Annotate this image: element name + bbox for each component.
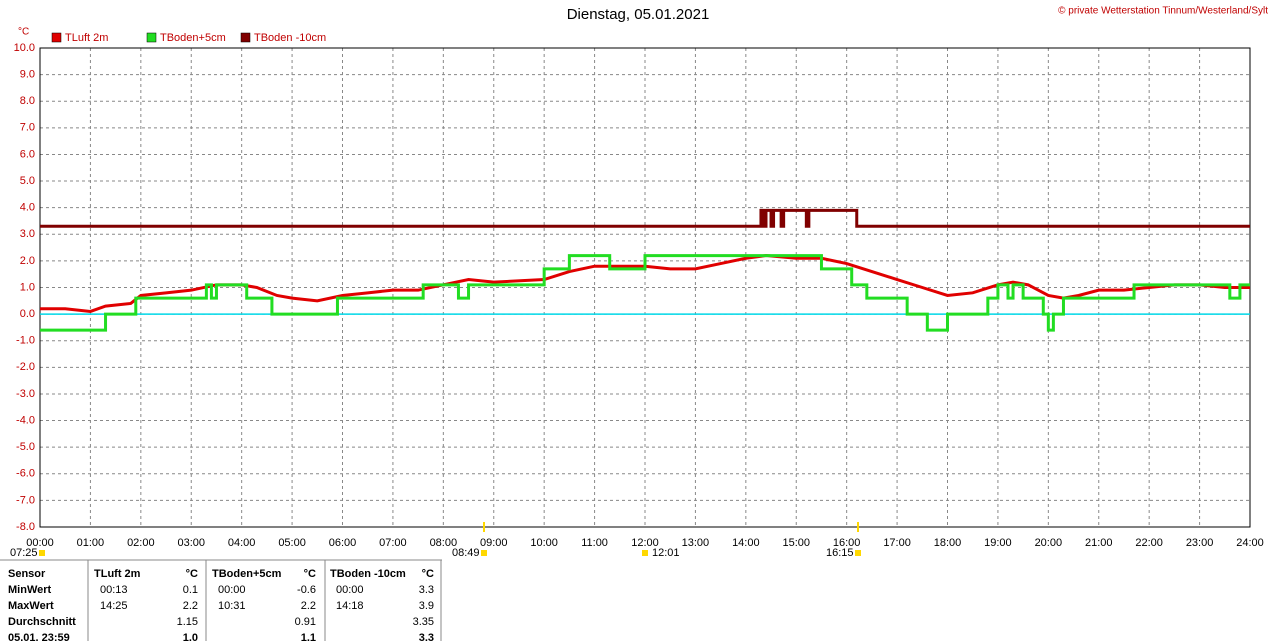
time-annotation: 12:01 bbox=[652, 547, 680, 559]
y-tick-label: -7.0 bbox=[16, 494, 35, 506]
y-tick-label: 6.0 bbox=[20, 148, 35, 160]
table-header: TLuft 2m bbox=[94, 568, 141, 580]
table-header: °C bbox=[186, 568, 198, 580]
x-tick-label: 00:00 bbox=[26, 537, 54, 549]
y-tick-label: 8.0 bbox=[20, 95, 35, 107]
x-tick-label: 15:00 bbox=[782, 537, 810, 549]
table-cell: 1.0 bbox=[183, 632, 198, 641]
legend-swatch bbox=[146, 32, 157, 43]
x-tick-label: 10:00 bbox=[530, 537, 558, 549]
table-cell: 0.91 bbox=[295, 616, 316, 628]
y-tick-label: -1.0 bbox=[16, 335, 35, 347]
table-cell: 00:00 bbox=[218, 584, 246, 596]
y-tick-label: 5.0 bbox=[20, 175, 35, 187]
y-tick-label: -3.0 bbox=[16, 388, 35, 400]
y-tick-label: 4.0 bbox=[20, 202, 35, 214]
y-unit: °C bbox=[18, 27, 29, 38]
x-tick-label: 14:00 bbox=[732, 537, 760, 549]
y-tick-label: 3.0 bbox=[20, 228, 35, 240]
y-tick-label: -8.0 bbox=[16, 521, 35, 533]
table-cell: 00:13 bbox=[100, 584, 128, 596]
y-tick-label: 9.0 bbox=[20, 69, 35, 81]
x-tick-label: 19:00 bbox=[984, 537, 1012, 549]
x-tick-label: 22:00 bbox=[1135, 537, 1163, 549]
y-tick-label: 7.0 bbox=[20, 122, 35, 134]
table-cell: 14:25 bbox=[100, 600, 128, 612]
x-tick-label: 02:00 bbox=[127, 537, 155, 549]
x-tick-label: 24:00 bbox=[1236, 537, 1264, 549]
y-tick-label: -4.0 bbox=[16, 414, 35, 426]
x-tick-label: 07:00 bbox=[379, 537, 407, 549]
series-line bbox=[40, 208, 1250, 228]
table-cell: 0.1 bbox=[183, 584, 198, 596]
x-tick-label: 21:00 bbox=[1085, 537, 1113, 549]
x-tick-label: 12:00 bbox=[631, 537, 659, 549]
x-tick-label: 18:00 bbox=[934, 537, 962, 549]
x-tick-label: 20:00 bbox=[1035, 537, 1063, 549]
x-tick-label: 04:00 bbox=[228, 537, 256, 549]
table-cell: MinWert bbox=[8, 584, 52, 596]
annotation-marker bbox=[642, 550, 648, 556]
y-tick-label: 10.0 bbox=[14, 42, 35, 54]
legend-swatch bbox=[51, 32, 62, 43]
table-cell: 05.01. 23:59 bbox=[8, 632, 70, 641]
y-tick-label: 0.0 bbox=[20, 308, 35, 320]
table-cell: 3.9 bbox=[419, 600, 434, 612]
x-tick-label: 08:00 bbox=[430, 537, 458, 549]
legend-label: TLuft 2m bbox=[65, 32, 108, 44]
table-cell: 10:31 bbox=[218, 600, 246, 612]
annotation-marker bbox=[39, 550, 45, 556]
table-header: Sensor bbox=[8, 568, 46, 580]
x-tick-label: 13:00 bbox=[682, 537, 710, 549]
x-tick-label: 01:00 bbox=[77, 537, 105, 549]
table-cell: Durchschnitt bbox=[8, 616, 76, 628]
legend-swatch bbox=[240, 32, 251, 43]
x-tick-label: 09:00 bbox=[480, 537, 508, 549]
table-header: °C bbox=[304, 568, 316, 580]
table-header: TBoden+5cm bbox=[212, 568, 282, 580]
x-tick-label: 16:00 bbox=[833, 537, 861, 549]
y-tick-label: -2.0 bbox=[16, 361, 35, 373]
x-tick-label: 06:00 bbox=[329, 537, 357, 549]
x-tick-label: 11:00 bbox=[581, 537, 608, 549]
y-tick-label: -5.0 bbox=[16, 441, 35, 453]
table-cell: 3.3 bbox=[419, 584, 434, 596]
x-tick-label: 05:00 bbox=[278, 537, 306, 549]
table-cell: 2.2 bbox=[183, 600, 198, 612]
time-annotation: 07:25 bbox=[10, 547, 38, 559]
annotation-marker bbox=[481, 550, 487, 556]
table-cell: MaxWert bbox=[8, 600, 54, 612]
series-line bbox=[40, 254, 1250, 332]
table-cell: 3.3 bbox=[419, 632, 434, 641]
x-tick-label: 03:00 bbox=[177, 537, 205, 549]
legend-label: TBoden -10cm bbox=[254, 32, 326, 44]
table-header: °C bbox=[422, 568, 434, 580]
legend-label: TBoden+5cm bbox=[160, 32, 226, 44]
y-tick-label: 1.0 bbox=[20, 281, 35, 293]
y-tick-label: 2.0 bbox=[20, 255, 35, 267]
table-cell: 00:00 bbox=[336, 584, 364, 596]
x-tick-label: 17:00 bbox=[883, 537, 911, 549]
copyright: © private Wetterstation Tinnum/Westerlan… bbox=[1058, 6, 1268, 17]
x-tick-label: 23:00 bbox=[1186, 537, 1214, 549]
time-annotation: 16:15 bbox=[826, 547, 854, 559]
time-annotation: 08:49 bbox=[452, 547, 480, 559]
chart-title: Dienstag, 05.01.2021 bbox=[567, 6, 710, 23]
table-cell: 14:18 bbox=[336, 600, 364, 612]
table-cell: 2.2 bbox=[301, 600, 316, 612]
table-cell: 3.35 bbox=[413, 616, 434, 628]
table-cell: 1.1 bbox=[301, 632, 316, 641]
table-cell: -0.6 bbox=[297, 584, 316, 596]
annotation-marker bbox=[855, 550, 861, 556]
y-tick-label: -6.0 bbox=[16, 468, 35, 480]
table-header: TBoden -10cm bbox=[330, 568, 406, 580]
table-cell: 1.15 bbox=[177, 616, 198, 628]
